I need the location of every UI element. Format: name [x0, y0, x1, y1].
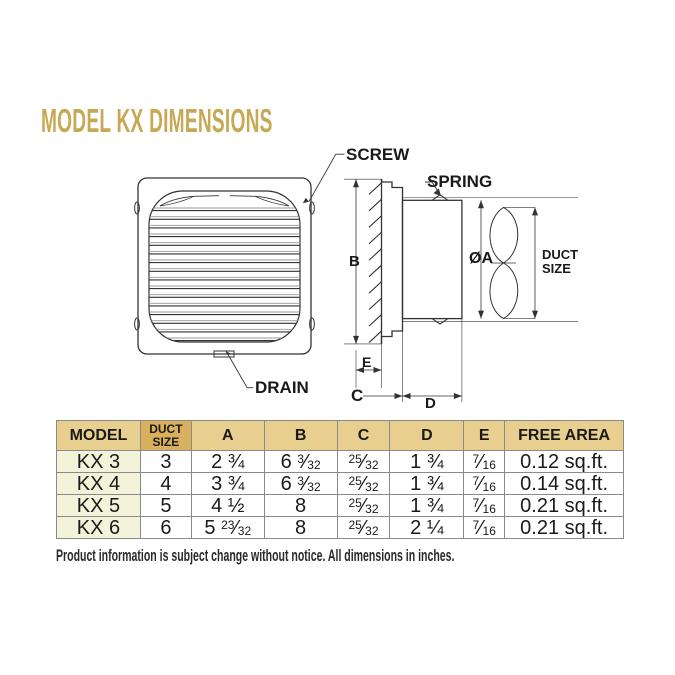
svg-text:E: E — [362, 354, 371, 370]
svg-text:SCREW: SCREW — [346, 145, 410, 164]
svg-text:SPRING: SPRING — [427, 172, 492, 191]
svg-text:ØA: ØA — [469, 250, 493, 267]
svg-text:SIZE: SIZE — [542, 261, 571, 276]
svg-text:DRAIN: DRAIN — [255, 378, 309, 397]
svg-text:D: D — [425, 395, 436, 412]
svg-text:DUCT: DUCT — [542, 247, 578, 262]
svg-text:C: C — [351, 386, 363, 405]
svg-text:B: B — [349, 253, 360, 270]
